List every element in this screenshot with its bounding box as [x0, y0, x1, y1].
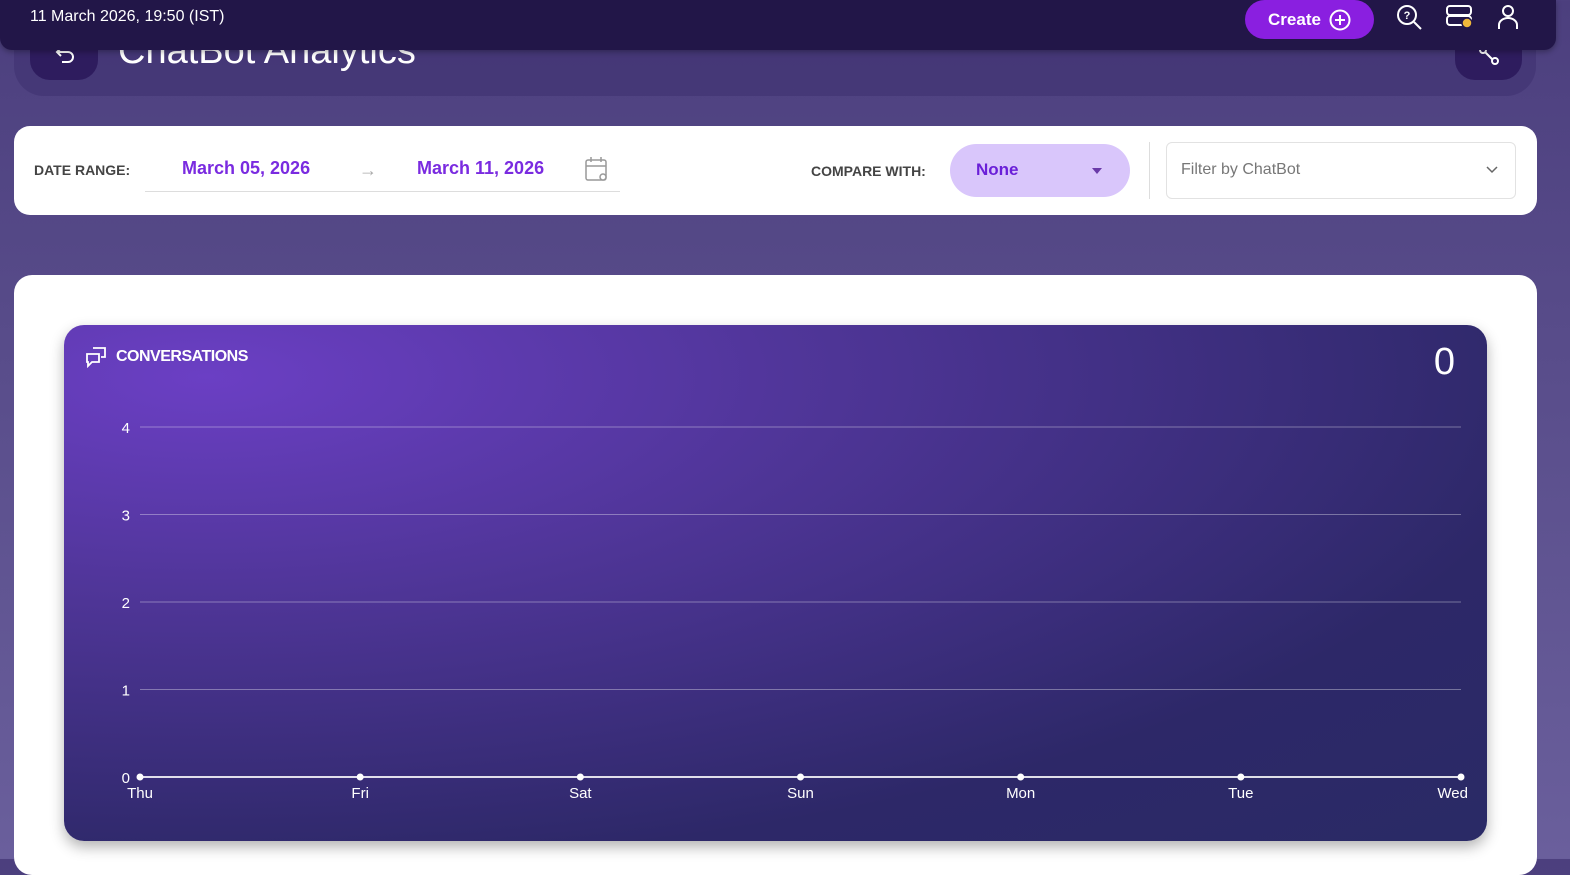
data-point: [1457, 773, 1465, 781]
arrow-right-icon: →: [359, 160, 377, 180]
y-tick-label: 2: [122, 595, 130, 612]
y-tick-label: 4: [122, 420, 130, 437]
x-tick-label: Tue: [1228, 785, 1253, 802]
x-tick-label: Sun: [787, 785, 814, 802]
data-point: [797, 773, 804, 781]
date-underline: [145, 191, 620, 192]
filter-bar: DATE RANGE: March 05, 2026 → March 11, 2…: [14, 126, 1537, 215]
compare-label: COMPARE WITH:: [811, 163, 926, 179]
conversations-line-chart: 0 1 2 3 4 Thu Fri Sat Sun Mon Tue Wed: [122, 420, 1468, 802]
caret-down-icon: [1092, 168, 1102, 179]
help-search-icon[interactable]: ?: [1395, 3, 1423, 31]
x-tick-label: Wed: [1437, 785, 1468, 802]
data-point: [356, 773, 364, 781]
create-label: Create: [1268, 9, 1321, 29]
chatbot-filter-placeholder: Filter by ChatBot: [1181, 161, 1301, 178]
current-datetime: 11 March 2026, 19:50 (IST): [30, 8, 225, 25]
conversations-total: 0: [1433, 341, 1455, 383]
compare-select[interactable]: None: [950, 144, 1130, 197]
x-tick-label: Sat: [569, 785, 592, 802]
create-button[interactable]: Create: [1245, 0, 1374, 39]
x-tick-label: Fri: [351, 785, 369, 802]
data-point: [1237, 773, 1245, 781]
x-tick-label: Thu: [127, 785, 153, 802]
data-point: [576, 773, 584, 781]
chart-title: CONVERSATIONS: [116, 348, 248, 365]
chatbot-filter-select[interactable]: Filter by ChatBot: [1166, 142, 1516, 199]
date-range-label: DATE RANGE:: [34, 162, 131, 178]
y-tick-label: 0: [122, 770, 130, 787]
start-date-input[interactable]: March 05, 2026: [182, 158, 311, 178]
chevron-down-icon: [1486, 166, 1498, 174]
conversations-chart-card: CONVERSATIONS 0 0 1 2 3 4 Thu Fri Sat Sun Mon Tue W…: [64, 325, 1487, 841]
compare-value: None: [976, 160, 1019, 179]
server-status-icon[interactable]: [1445, 3, 1473, 31]
calendar-search-icon[interactable]: [584, 156, 610, 184]
data-point: [1017, 773, 1025, 781]
svg-text:?: ?: [1404, 10, 1411, 22]
end-date-input[interactable]: March 11, 2026: [417, 158, 545, 178]
x-tick-label: Mon: [1006, 785, 1035, 802]
y-tick-label: 1: [122, 683, 130, 700]
conversations-icon: [86, 347, 106, 368]
divider: [1149, 142, 1150, 199]
plus-circle-icon: [1329, 9, 1351, 30]
data-point: [136, 773, 144, 781]
top-bar: 11 March 2026, 19:50 (IST) Create ?: [0, 0, 1556, 50]
y-tick-label: 3: [122, 508, 130, 525]
user-icon[interactable]: [1494, 3, 1522, 31]
